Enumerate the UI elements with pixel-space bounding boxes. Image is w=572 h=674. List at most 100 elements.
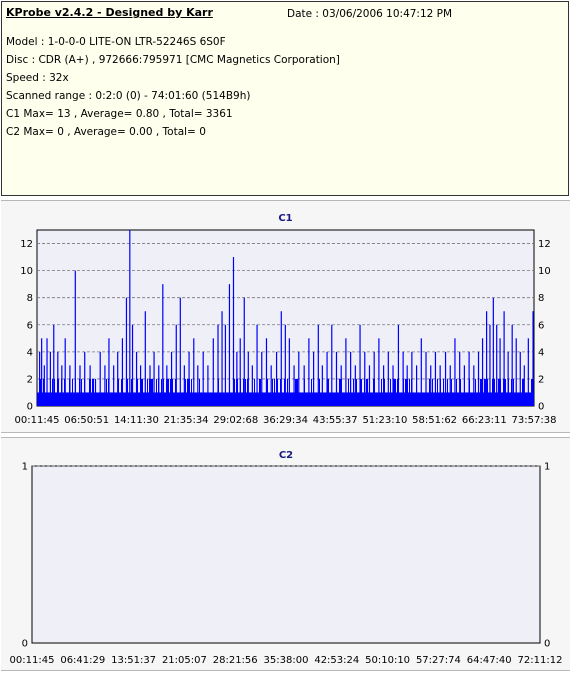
c1-bar	[312, 392, 313, 406]
c1-spike	[74, 270, 76, 406]
c1-bar	[151, 378, 152, 406]
c1-bar	[343, 392, 344, 406]
c1-bar	[138, 392, 139, 406]
c1-bar	[419, 392, 420, 406]
c1-spike	[158, 365, 160, 406]
y-tick-label-left: 0	[22, 639, 28, 650]
c1-bar	[242, 392, 243, 406]
c1-bar	[243, 378, 244, 406]
c1-bar	[410, 392, 411, 406]
c1-spike	[373, 351, 375, 406]
c1-bar	[461, 392, 462, 406]
c1-bar	[330, 392, 331, 406]
c1-bar	[170, 378, 171, 406]
c1-bar	[219, 392, 220, 406]
c1-bar	[299, 392, 300, 406]
c1-stats-line: C1 Max= 13 , Average= 0.80 , Total= 3361	[6, 108, 233, 120]
c1-spike	[280, 311, 282, 406]
y-tick-label-right: 0	[538, 402, 544, 413]
c1-spike	[468, 351, 470, 406]
c1-bar	[48, 392, 49, 406]
c1-spike	[532, 311, 534, 406]
c1-bar	[209, 392, 210, 406]
c1-bar	[114, 392, 115, 406]
c2-stats-line: C2 Max= 0 , Average= 0.00 , Total= 0	[6, 126, 206, 138]
c1-bar	[442, 392, 443, 406]
c1-bar	[78, 392, 79, 406]
c1-bar	[460, 378, 461, 406]
c1-bar	[288, 392, 289, 406]
c1-spike	[308, 338, 310, 406]
x-tick-label: 13:51:37	[111, 655, 156, 666]
c1-bar	[212, 392, 213, 406]
c1-bar	[284, 378, 285, 406]
c1-bar	[89, 378, 90, 406]
c1-bar	[506, 392, 507, 406]
c1-bar	[529, 392, 530, 406]
c1-bar	[498, 378, 499, 406]
c1-bar	[43, 378, 44, 406]
c1-bar	[111, 392, 112, 406]
c1-bar	[527, 392, 528, 406]
c1-bar	[185, 378, 186, 406]
c1-spike	[275, 351, 278, 406]
c1-bar	[514, 392, 515, 406]
c1-bar	[116, 392, 117, 406]
c1-bar	[235, 392, 236, 406]
c1-bar	[194, 392, 195, 406]
c1-spike	[188, 351, 190, 406]
c1-spike	[378, 338, 380, 406]
c1-bar	[49, 392, 50, 406]
c1-bar	[438, 392, 439, 406]
c1-spike	[131, 324, 134, 406]
c1-bar	[396, 392, 397, 406]
c1-chart-panel: C1 0 0 2 2 4 4 6 6 8 8 10 10 12 12 00:11:45 06:50:51 14:1…	[1, 200, 570, 433]
c1-bar	[448, 392, 449, 406]
c1-spike	[321, 365, 323, 406]
c1-bar	[270, 392, 271, 406]
c1-spike	[402, 351, 404, 406]
c1-bar	[497, 392, 498, 406]
c1-bar	[278, 392, 279, 406]
c1-spike	[247, 351, 249, 406]
c1-bar	[354, 392, 355, 406]
c1-bar	[103, 392, 104, 406]
c1-bar	[45, 392, 46, 406]
c1-bar	[362, 392, 363, 406]
c1-bar	[468, 392, 469, 406]
c1-spike	[170, 351, 173, 406]
c1-bar	[415, 392, 416, 406]
c2-chart: C2 0 0 1 1 00:11:45 06:41:29 13:51:37 21:05:07 28…	[10, 450, 563, 666]
c1-bar	[390, 378, 391, 406]
c1-bar	[178, 392, 179, 406]
c1-bar	[523, 378, 524, 406]
c1-spike	[261, 351, 263, 406]
c1-bar	[395, 378, 396, 406]
c1-bar	[211, 392, 212, 406]
c1-spike	[507, 351, 509, 406]
c1-bar	[305, 392, 306, 406]
c1-bar	[283, 392, 284, 406]
model-line: Model : 1-0-0-0 LITE-ON LTR-52246S 6S0F	[6, 36, 226, 48]
c1-bar	[190, 392, 191, 406]
c1-bar	[317, 392, 318, 406]
c1-bar	[530, 392, 531, 406]
c1-bar	[379, 392, 380, 406]
c1-bar	[168, 378, 169, 406]
c1-bar	[186, 392, 187, 406]
c1-bar	[487, 378, 488, 406]
c1-bar	[223, 392, 224, 406]
y-tick-label-right: 4	[538, 347, 544, 358]
c1-spike	[41, 338, 43, 406]
y-tick-label-left: 1	[22, 462, 28, 473]
c1-bar	[397, 378, 398, 406]
c1-bar	[249, 392, 250, 406]
y-tick-label-left: 8	[27, 293, 33, 304]
c1-spike	[113, 365, 115, 406]
y-tick-label-left: 4	[27, 347, 33, 358]
c1-bar	[412, 392, 413, 406]
c1-bar	[307, 392, 308, 406]
c1-spike	[434, 351, 437, 406]
c1-spike	[166, 365, 168, 406]
c1-bar	[427, 392, 428, 406]
